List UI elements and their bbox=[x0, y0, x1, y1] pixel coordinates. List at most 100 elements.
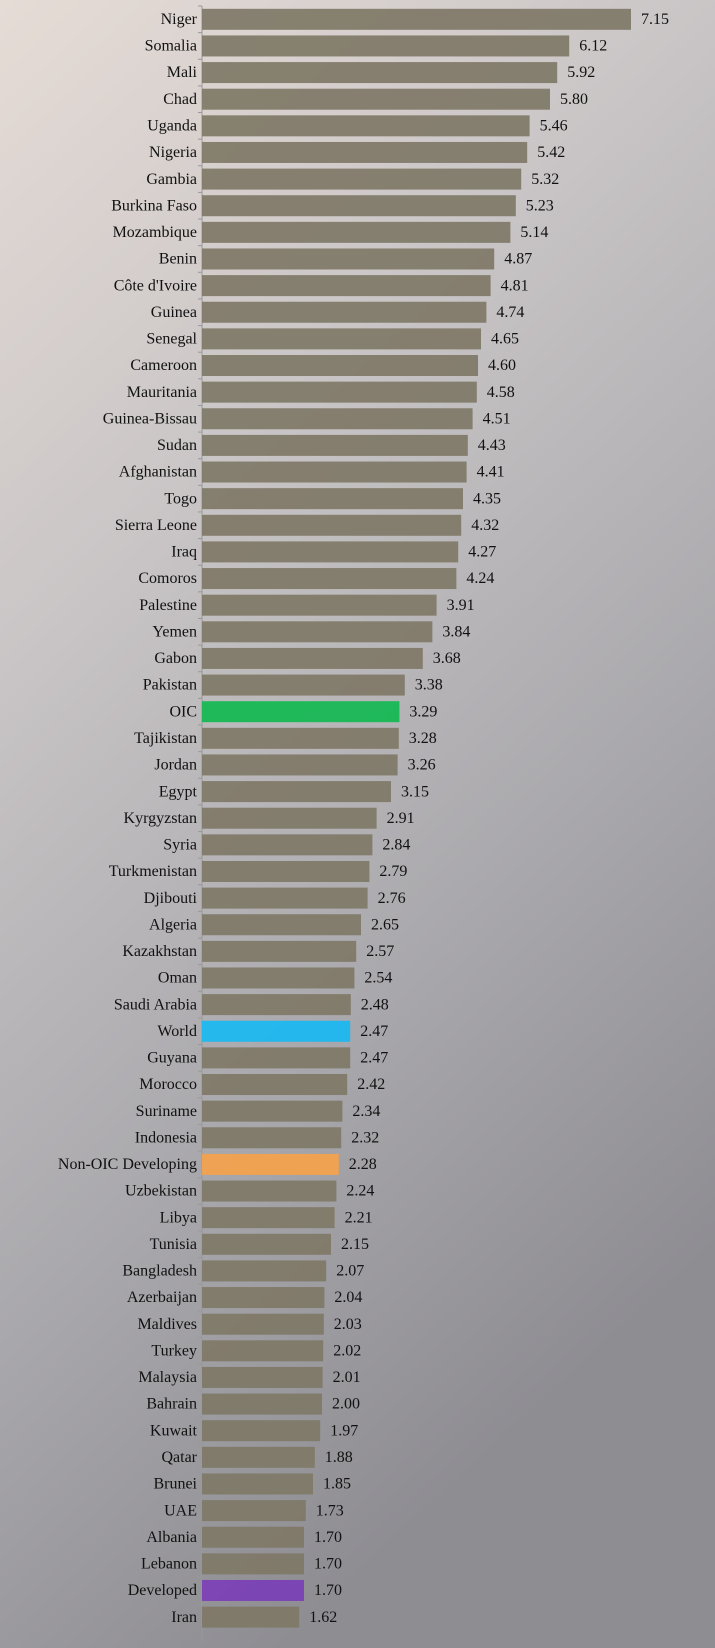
category-label: UAE bbox=[164, 1502, 197, 1519]
value-label: 4.27 bbox=[468, 544, 496, 561]
value-label: 1.70 bbox=[314, 1529, 342, 1546]
bar bbox=[202, 1181, 336, 1202]
value-label: 4.43 bbox=[478, 437, 506, 454]
category-label: Kazakhstan bbox=[122, 943, 197, 960]
category-label: Libya bbox=[160, 1209, 197, 1226]
bar bbox=[202, 435, 468, 456]
bar bbox=[202, 515, 461, 536]
bar bbox=[202, 115, 530, 136]
bar bbox=[202, 462, 467, 483]
bar bbox=[202, 1607, 299, 1628]
value-label: 4.41 bbox=[477, 464, 505, 481]
category-label: Gabon bbox=[154, 650, 197, 667]
category-label: Côte d'Ivoire bbox=[114, 277, 197, 294]
bar bbox=[202, 1394, 322, 1415]
value-label: 2.47 bbox=[360, 1023, 388, 1040]
value-label: 4.74 bbox=[496, 304, 524, 321]
category-label: Guinea-Bissau bbox=[103, 410, 197, 427]
value-label: 2.04 bbox=[334, 1289, 362, 1306]
category-label: World bbox=[157, 1023, 197, 1040]
bar bbox=[202, 1420, 320, 1441]
bar bbox=[202, 248, 494, 269]
value-label: 1.73 bbox=[316, 1502, 344, 1519]
value-label: 2.42 bbox=[357, 1076, 385, 1093]
bar bbox=[202, 1367, 323, 1388]
category-label: Tunisia bbox=[150, 1236, 197, 1253]
bar bbox=[202, 861, 369, 882]
value-label: 3.68 bbox=[433, 650, 461, 667]
category-label: Togo bbox=[164, 490, 197, 507]
category-label: Guinea bbox=[151, 304, 197, 321]
value-label: 5.92 bbox=[567, 64, 595, 81]
bar bbox=[202, 1580, 304, 1601]
category-label: Palestine bbox=[139, 597, 197, 614]
bar bbox=[202, 1127, 341, 1148]
value-label: 2.32 bbox=[351, 1129, 379, 1146]
category-label: Developed bbox=[128, 1582, 197, 1599]
bar bbox=[202, 1101, 342, 1122]
value-label: 5.46 bbox=[540, 118, 568, 135]
bar bbox=[202, 701, 399, 722]
bar bbox=[202, 1314, 324, 1335]
category-label: Qatar bbox=[161, 1449, 197, 1466]
category-label: Afghanistan bbox=[119, 464, 197, 481]
value-label: 2.01 bbox=[333, 1369, 361, 1386]
bar bbox=[202, 382, 477, 403]
bar bbox=[202, 488, 463, 509]
bar bbox=[202, 408, 473, 429]
value-label: 3.28 bbox=[409, 730, 437, 747]
value-label: 3.26 bbox=[408, 757, 436, 774]
value-label: 2.21 bbox=[345, 1209, 373, 1226]
category-label: Guyana bbox=[147, 1050, 197, 1067]
category-label: Jordan bbox=[154, 757, 197, 774]
bar bbox=[202, 1047, 350, 1068]
bar bbox=[202, 1074, 347, 1095]
bar bbox=[202, 89, 550, 110]
value-label: 5.14 bbox=[520, 224, 548, 241]
value-label: 1.97 bbox=[330, 1422, 358, 1439]
category-label: Kyrgyzstan bbox=[124, 810, 197, 827]
category-label: Mozambique bbox=[113, 224, 197, 241]
category-label: Burkina Faso bbox=[111, 197, 197, 214]
value-label: 4.32 bbox=[471, 517, 499, 534]
category-label: Lebanon bbox=[141, 1556, 197, 1573]
bar bbox=[202, 355, 478, 376]
category-label: Malaysia bbox=[138, 1369, 197, 1386]
bar bbox=[202, 222, 510, 243]
value-label: 2.84 bbox=[382, 837, 410, 854]
category-label: Senegal bbox=[146, 331, 197, 348]
value-label: 3.15 bbox=[401, 783, 429, 800]
category-label: Albania bbox=[146, 1529, 197, 1546]
category-label: Egypt bbox=[159, 783, 198, 800]
bar bbox=[202, 62, 557, 83]
category-label: Algeria bbox=[149, 916, 197, 933]
bar bbox=[202, 621, 432, 642]
bar bbox=[202, 754, 398, 775]
bar bbox=[202, 648, 423, 669]
bar bbox=[202, 142, 527, 163]
value-label: 2.15 bbox=[341, 1236, 369, 1253]
value-label: 2.34 bbox=[352, 1103, 380, 1120]
category-label: Cameroon bbox=[130, 357, 197, 374]
bar bbox=[202, 888, 368, 909]
value-label: 2.28 bbox=[349, 1156, 377, 1173]
bar bbox=[202, 1234, 331, 1255]
value-label: 1.62 bbox=[309, 1609, 337, 1626]
category-label: Sierra Leone bbox=[115, 517, 197, 534]
value-label: 4.35 bbox=[473, 490, 501, 507]
category-label: OIC bbox=[169, 703, 197, 720]
value-label: 2.47 bbox=[360, 1050, 388, 1067]
value-label: 5.23 bbox=[526, 197, 554, 214]
category-label: Tajikistan bbox=[134, 730, 197, 747]
category-label: Mauritania bbox=[127, 384, 197, 401]
bar bbox=[202, 195, 516, 216]
bar bbox=[202, 1021, 350, 1042]
category-label: Indonesia bbox=[135, 1129, 197, 1146]
bar bbox=[202, 834, 372, 855]
bar bbox=[202, 728, 399, 749]
value-label: 4.58 bbox=[487, 384, 515, 401]
value-label: 2.57 bbox=[366, 943, 394, 960]
value-label: 2.24 bbox=[346, 1183, 374, 1200]
category-label: Gambia bbox=[146, 171, 197, 188]
bar bbox=[202, 595, 437, 616]
